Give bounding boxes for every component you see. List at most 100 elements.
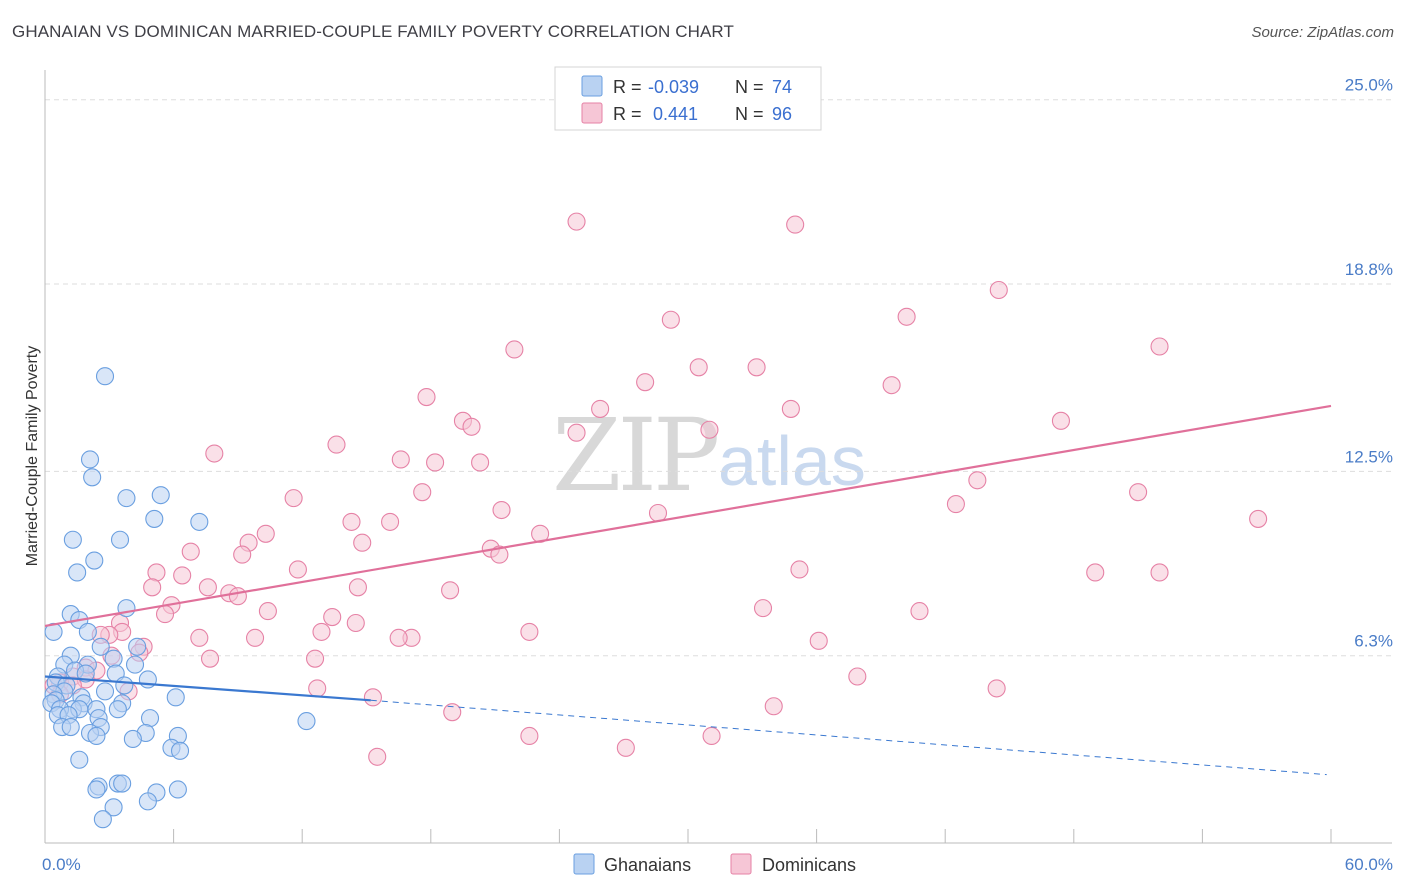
x-tick-min: 0.0%	[42, 855, 81, 874]
dominican-point-2	[989, 280, 1008, 300]
dominican-point-70	[389, 628, 408, 647]
dominican-point-30	[648, 503, 668, 523]
correlation-legend: R = -0.039 N = 74 R = 0.441 N = 96	[554, 66, 822, 131]
dominican-point-56	[753, 599, 773, 618]
ghanaian-points	[42, 367, 316, 829]
dominican-point-11	[417, 387, 436, 407]
ghanaian-point-9	[85, 551, 104, 570]
dominican-point-50	[348, 578, 367, 597]
watermark-atlas: atlas	[718, 422, 866, 500]
ghanaian-point-69	[93, 810, 112, 829]
bottom-swatch-dominicans	[730, 853, 752, 875]
dominican-point-76	[306, 649, 325, 668]
dominican-point-29	[492, 500, 511, 520]
axes	[44, 70, 1392, 844]
dominican-point-71	[809, 631, 828, 650]
ghanaian-point-60	[70, 750, 89, 769]
ghanaian-point-55	[87, 726, 106, 746]
dominican-point-21	[391, 450, 410, 469]
dominican-point-7	[689, 358, 708, 377]
x-tick-max: 60.0%	[1345, 855, 1393, 874]
dominican-point-3	[661, 310, 680, 329]
y-axis-label: Married-Couple Family Poverty	[24, 346, 41, 567]
dominican-point-53	[228, 587, 247, 606]
ghanaian-point-25	[76, 664, 95, 683]
dominican-point-58	[155, 605, 175, 624]
ghanaian-point-59	[170, 741, 190, 760]
dominican-point-0	[567, 212, 586, 231]
ghanaian-point-30	[115, 676, 134, 695]
dominican-point-47	[1150, 563, 1169, 582]
legend-n-label-1: N =	[735, 77, 764, 97]
ghanaian-point-10	[68, 563, 87, 582]
dominican-point-75	[200, 649, 220, 668]
dominican-point-5	[505, 340, 524, 359]
dominican-point-26	[284, 489, 303, 508]
dominican-point-10	[882, 376, 901, 395]
dominican-point-34	[256, 524, 275, 543]
dominican-point-6	[1150, 337, 1169, 356]
dominican-point-17	[700, 420, 719, 439]
dominican-point-48	[143, 578, 162, 597]
ghanaian-point-35	[166, 688, 185, 707]
dominican-point-16	[567, 423, 586, 442]
dominican-point-24	[968, 471, 987, 490]
ghanaian-point-43	[108, 700, 127, 719]
dominican-point-40	[181, 542, 200, 561]
dominican-point-95	[616, 738, 635, 757]
dominican-point-12	[591, 399, 610, 418]
ghanaian-trend-line	[44, 675, 371, 702]
dominican-point-42	[288, 560, 307, 579]
ghanaian-point-65	[168, 780, 187, 799]
bottom-label-ghanaians: Ghanaians	[604, 855, 691, 875]
bottom-label-dominicans: Dominicans	[762, 855, 856, 875]
dominican-point-18	[1051, 411, 1070, 430]
dominican-point-9	[636, 373, 655, 392]
ghanaian-point-63	[113, 774, 132, 793]
dominican-point-55	[258, 602, 277, 621]
legend-r-value-1: -0.039	[648, 77, 699, 97]
ghanaian-point-68	[138, 792, 157, 811]
legend-n-label-2: N =	[735, 104, 764, 124]
ghanaian-point-4	[117, 489, 136, 508]
dominican-point-89	[363, 688, 382, 707]
dominican-point-86	[308, 679, 327, 698]
gridlines	[45, 99, 1392, 657]
ghanaian-point-67	[104, 798, 123, 817]
dominican-point-22	[426, 453, 445, 472]
dominican-point-87	[987, 679, 1006, 698]
dominican-point-44	[173, 566, 192, 585]
y-tick-label-2: 18.8%	[1345, 260, 1393, 279]
dominican-point-51	[441, 581, 460, 600]
ghanaian-point-1	[80, 450, 100, 469]
dominican-point-41	[233, 545, 252, 564]
dominican-point-59	[323, 607, 342, 627]
dominican-trend-line	[44, 404, 1332, 628]
dominican-point-82	[848, 667, 867, 686]
dominican-point-60	[346, 613, 365, 633]
ghanaian-point-19	[104, 649, 123, 668]
dominican-point-45	[790, 560, 809, 579]
legend-swatch-dominican	[581, 102, 603, 124]
y-tick-label-0: 6.3%	[1354, 632, 1393, 651]
ghanaian-point-49	[297, 712, 316, 731]
dominican-point-93	[702, 726, 721, 746]
dominican-point-66	[312, 622, 331, 641]
dominican-point-4	[897, 307, 916, 326]
chart-title: GHANAIAN VS DOMINICAN MARRIED-COUPLE FAM…	[12, 22, 734, 41]
series-legend: Ghanaians Dominicans	[573, 853, 856, 875]
dominican-point-23	[471, 453, 490, 472]
dominican-point-69	[245, 628, 265, 647]
dominican-point-15	[462, 417, 481, 436]
dominican-point-57	[910, 602, 929, 621]
dominican-point-68	[190, 628, 209, 647]
ghanaian-point-57	[123, 729, 142, 748]
dominican-point-27	[1129, 483, 1148, 502]
dominican-point-13	[781, 399, 800, 418]
dominican-point-43	[147, 563, 166, 582]
y-tick-labels: 6.3% 12.5% 18.8% 25.0%	[1345, 76, 1393, 651]
dominican-point-8	[747, 358, 766, 377]
dominican-point-46	[1086, 563, 1105, 582]
legend-r-label-2: R =	[613, 104, 642, 124]
